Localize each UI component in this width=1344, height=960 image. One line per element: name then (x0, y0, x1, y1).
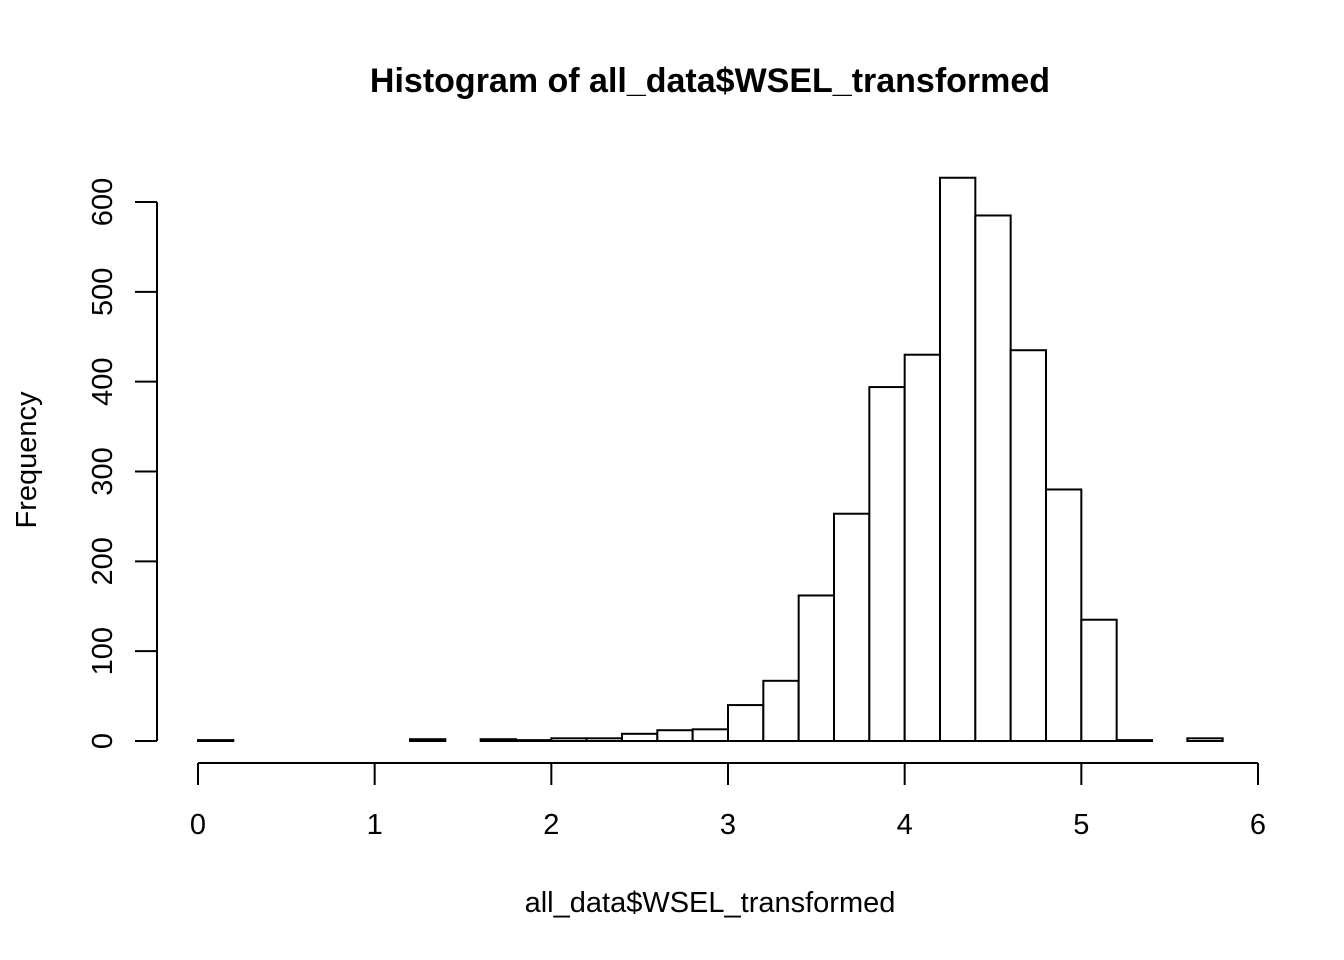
x-axis: 0 1 2 3 4 5 6 (190, 762, 1266, 841)
histogram-bar (479, 738, 517, 742)
histogram-bar (903, 353, 942, 742)
histogram-bar (974, 214, 1012, 743)
x-tick-label: 1 (367, 809, 383, 841)
y-axis-label: Frequency (11, 391, 43, 529)
histogram-bar (550, 737, 588, 742)
histogram-bar (762, 679, 800, 742)
x-axis-label: all_data$WSEL_transformed (525, 887, 896, 919)
histogram-bar (727, 704, 765, 742)
y-axis: 0 100 200 300 400 500 600 (87, 178, 158, 749)
histogram-bar (1186, 737, 1224, 742)
x-tick-label: 0 (190, 809, 206, 841)
histogram-bar (868, 386, 906, 742)
histogram-bar (1115, 739, 1153, 743)
x-tick-label: 6 (1250, 809, 1266, 841)
y-tick-label: 100 (87, 627, 119, 675)
histogram-bar (691, 728, 730, 742)
histogram-bar (621, 732, 659, 743)
x-tick-label: 4 (897, 809, 913, 841)
histogram-bar (197, 739, 235, 743)
y-tick-label: 200 (87, 537, 119, 585)
histogram-bar (797, 594, 836, 742)
histogram-bar (939, 176, 977, 742)
chart-title: Histogram of all_data$WSEL_transformed (370, 62, 1050, 100)
y-tick-label: 0 (87, 733, 119, 749)
bars-group (197, 176, 1224, 743)
x-tick-label: 2 (543, 809, 559, 841)
y-tick-label: 400 (87, 357, 119, 405)
x-tick-label: 3 (720, 809, 736, 841)
y-tick-label: 500 (87, 268, 119, 316)
y-tick-label: 600 (87, 178, 119, 226)
histogram-bar (833, 512, 871, 743)
histogram-bar (1080, 618, 1118, 742)
histogram-bar (1009, 349, 1048, 742)
x-tick-label: 5 (1073, 809, 1089, 841)
histogram-bar (409, 738, 447, 742)
y-tick-label: 300 (87, 447, 119, 495)
histogram-bar (585, 737, 624, 742)
histogram-bar (515, 739, 553, 743)
histogram-bar (656, 729, 694, 742)
histogram-bar (1045, 488, 1083, 743)
